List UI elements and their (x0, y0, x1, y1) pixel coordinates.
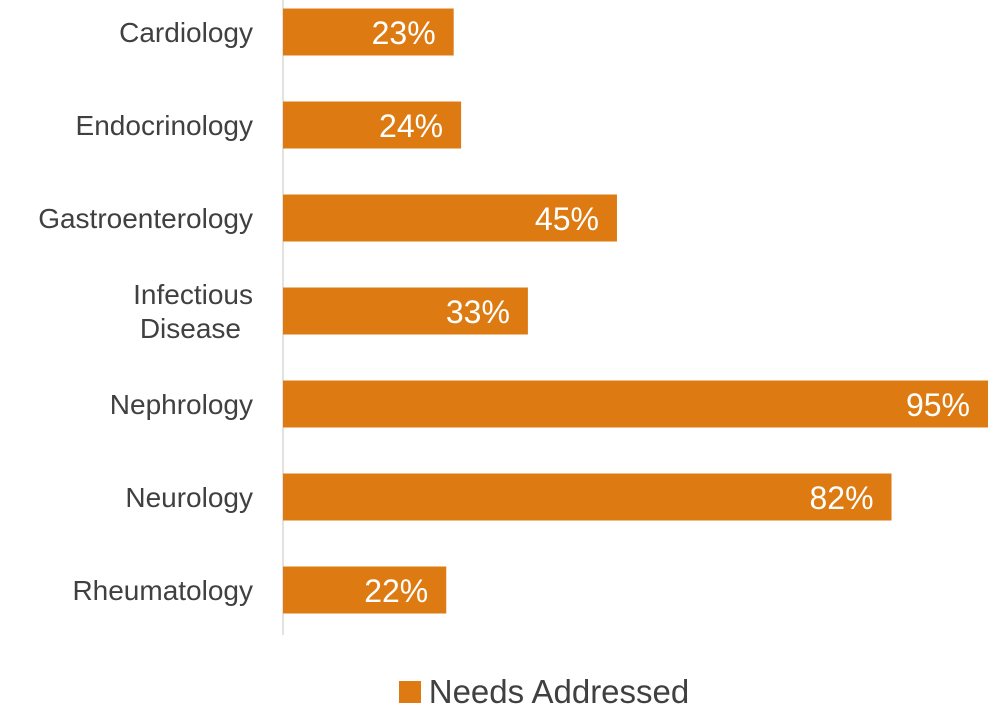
legend-swatch (398, 681, 421, 703)
category-label: Rheumatology (72, 575, 253, 606)
category-label: Infectious Disease (133, 279, 253, 344)
category-label: Neurology (125, 482, 253, 513)
data-label: 23% (372, 15, 436, 51)
category-labels-layer: Cardiology Endocrinology Gastroenterology I… (38, 17, 253, 606)
data-labels-layer: 23% 24% 45% 33% 95% 82% 22% (364, 15, 970, 609)
bar-gastroenterology (283, 194, 617, 242)
bar-cardiology (283, 8, 454, 56)
data-label: 24% (379, 108, 443, 144)
data-label: 95% (906, 387, 970, 423)
legend-label: Needs Addressed (428, 673, 690, 710)
category-label: Endocrinology (76, 110, 253, 141)
bar-neurology (283, 473, 892, 521)
bar-endocrinology (283, 101, 462, 149)
data-label: 33% (446, 294, 510, 330)
legend: Needs Addressed (0, 668, 988, 716)
category-label: Gastroenterology (38, 203, 253, 234)
category-label: Cardiology (119, 17, 253, 48)
data-label: 22% (364, 573, 428, 609)
bar-nephrology (283, 380, 988, 428)
data-label: 45% (535, 201, 599, 237)
bar-rheumatology (283, 566, 447, 614)
data-label: 82% (809, 480, 873, 516)
category-label: Nephrology (110, 389, 253, 420)
bar-infectious-disease (283, 287, 528, 335)
bars-layer (283, 8, 988, 614)
